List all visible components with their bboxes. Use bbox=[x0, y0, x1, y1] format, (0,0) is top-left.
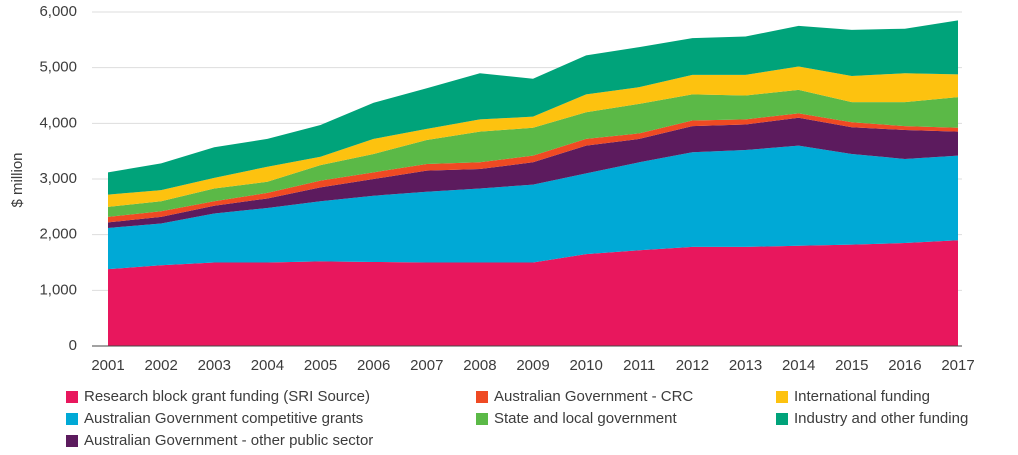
x-tick-label: 2010 bbox=[569, 357, 602, 374]
legend-swatch bbox=[66, 435, 78, 447]
legend-label: Industry and other funding bbox=[794, 410, 968, 427]
legend-label: Australian Government - CRC bbox=[494, 388, 693, 405]
x-tick-label: 2012 bbox=[676, 357, 709, 374]
area bbox=[108, 113, 958, 223]
area bbox=[108, 117, 958, 228]
legend-swatch bbox=[776, 391, 788, 403]
legend-swatch bbox=[476, 391, 488, 403]
legend-swatch bbox=[776, 413, 788, 425]
x-tick-label: 2004 bbox=[251, 357, 284, 374]
y-tick-label: 4,000 bbox=[39, 114, 77, 131]
area bbox=[108, 145, 958, 270]
x-tick-label: 2008 bbox=[463, 357, 496, 374]
x-tick-label: 2005 bbox=[304, 357, 337, 374]
x-tick-label: 2016 bbox=[888, 357, 921, 374]
x-tick-label: 2003 bbox=[198, 357, 231, 374]
legend-label: International funding bbox=[794, 388, 930, 405]
y-tick-label: 1,000 bbox=[39, 281, 77, 298]
area bbox=[108, 240, 958, 346]
x-tick-label: 2006 bbox=[357, 357, 390, 374]
legend-label: Australian Government - other public sec… bbox=[84, 432, 373, 449]
y-tick-label: 6,000 bbox=[39, 3, 77, 20]
legend-swatch bbox=[66, 413, 78, 425]
y-axis-label: $ million bbox=[9, 152, 26, 207]
x-tick-label: 2007 bbox=[410, 357, 443, 374]
legend-label: Research block grant funding (SRI Source… bbox=[84, 388, 370, 405]
area bbox=[108, 89, 958, 217]
y-tick-label: 2,000 bbox=[39, 226, 77, 243]
legend-label: State and local government bbox=[494, 410, 677, 427]
x-tick-label: 2001 bbox=[91, 357, 124, 374]
legend-label: Australian Government competitive grants bbox=[84, 410, 363, 427]
y-tick-label: 0 bbox=[69, 337, 77, 354]
x-tick-label: 2014 bbox=[782, 357, 815, 374]
area bbox=[108, 66, 958, 207]
x-tick-label: 2011 bbox=[623, 357, 655, 374]
y-tick-label: 5,000 bbox=[39, 59, 77, 76]
x-tick-label: 2013 bbox=[729, 357, 762, 374]
x-tick-label: 2015 bbox=[835, 357, 868, 374]
x-tick-label: 2002 bbox=[144, 357, 177, 374]
x-tick-label: 2017 bbox=[941, 357, 974, 374]
y-tick-label: 3,000 bbox=[39, 170, 77, 187]
area bbox=[108, 20, 958, 195]
legend-swatch bbox=[476, 413, 488, 425]
x-tick-label: 2009 bbox=[516, 357, 549, 374]
legend-swatch bbox=[66, 391, 78, 403]
